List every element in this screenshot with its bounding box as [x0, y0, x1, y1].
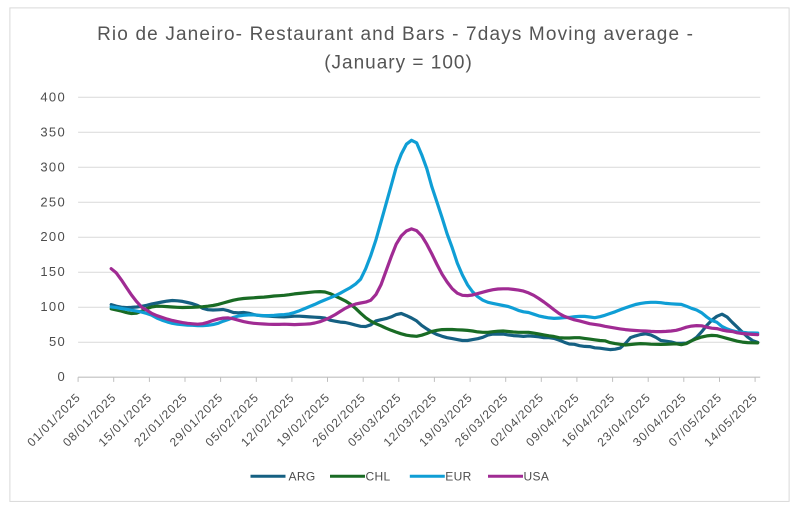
svg-text:USA: USA — [524, 470, 550, 484]
svg-text:150: 150 — [40, 264, 66, 279]
svg-text:400: 400 — [40, 89, 66, 104]
svg-text:(January = 100): (January = 100) — [324, 53, 473, 74]
svg-text:100: 100 — [40, 299, 66, 314]
svg-text:200: 200 — [40, 229, 66, 244]
svg-text:Rio de Janeiro- Restaurant and: Rio de Janeiro- Restaurant and Bars - 7d… — [97, 24, 694, 45]
svg-text:50: 50 — [49, 334, 66, 349]
svg-text:250: 250 — [40, 194, 66, 209]
svg-text:300: 300 — [40, 159, 66, 174]
svg-text:EUR: EUR — [445, 470, 471, 484]
svg-text:0: 0 — [57, 369, 66, 384]
svg-text:350: 350 — [40, 124, 66, 139]
svg-text:CHL: CHL — [366, 470, 391, 484]
svg-text:ARG: ARG — [289, 470, 316, 484]
